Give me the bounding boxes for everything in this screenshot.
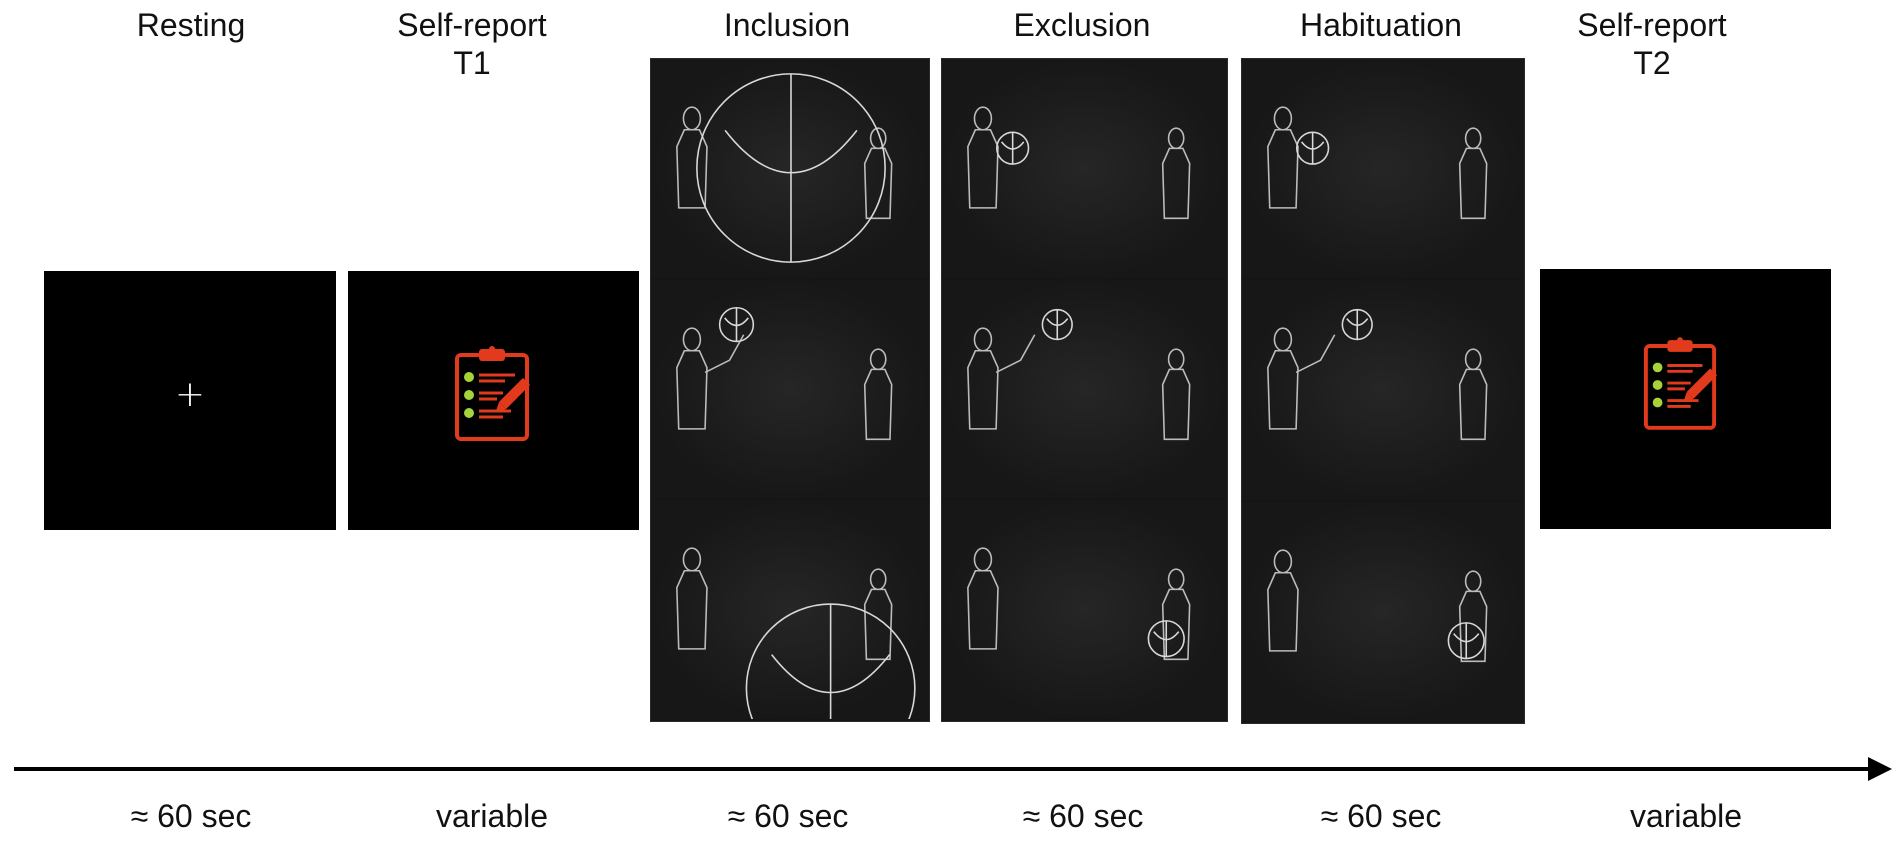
phase-label-self-report-t2: Self-report T2 <box>1577 6 1726 82</box>
timeline-arrowhead <box>1868 757 1892 781</box>
phase-label-inclusion: Inclusion <box>724 6 850 44</box>
phase-label-habituation: Habituation <box>1300 6 1462 44</box>
duration-exclusion: ≈ 60 sec <box>1022 798 1144 834</box>
phase-subtitle: T1 <box>453 45 491 81</box>
phase-title: Resting <box>136 7 246 43</box>
phase-label-self-report-t1: Self-report T1 <box>397 6 546 82</box>
self-report-t2-screen <box>1540 269 1831 529</box>
duration-habituation: ≈ 60 sec <box>1320 798 1442 834</box>
sketch-figure <box>676 73 893 263</box>
sketch-figure <box>676 306 893 440</box>
sketch-figure <box>676 547 916 719</box>
duration-resting: ≈ 60 sec <box>130 798 252 834</box>
phase-title: Self-report <box>397 7 547 43</box>
phase-subtitle: T2 <box>1633 45 1671 81</box>
inclusion-video-strip <box>650 58 930 722</box>
video-frame <box>1242 280 1524 500</box>
video-frame <box>1242 501 1524 721</box>
duration-self-report-t1: variable <box>435 798 549 834</box>
resting-screen: + <box>44 271 336 530</box>
phase-title: Inclusion <box>723 7 851 43</box>
phase-title: Self-report <box>1577 7 1727 43</box>
pencil-icon <box>495 377 531 413</box>
video-frame <box>651 500 929 719</box>
video-frame <box>1242 59 1524 279</box>
sketch-figure <box>1267 309 1488 441</box>
video-frame <box>942 279 1227 499</box>
sketch-figure <box>967 308 1191 440</box>
video-frame <box>651 279 929 499</box>
phase-title: Habituation <box>1300 7 1462 43</box>
phase-label-exclusion: Exclusion <box>1014 6 1151 44</box>
duration-self-report-t2: variable <box>1629 798 1743 834</box>
exclusion-video-strip <box>941 58 1228 722</box>
video-frame <box>942 59 1227 278</box>
video-frame <box>942 500 1227 719</box>
sketch-figure <box>967 106 1191 220</box>
timeline-axis <box>14 767 1874 771</box>
sketch-figure <box>967 547 1191 661</box>
phase-title: Exclusion <box>1013 7 1151 43</box>
sketch-figure <box>1267 106 1488 220</box>
phase-label-resting: Resting <box>137 6 246 44</box>
fixation-cross-icon: + <box>174 374 206 415</box>
clipboard-checklist-icon <box>453 345 531 443</box>
clipboard-checklist-icon <box>1642 336 1718 432</box>
duration-inclusion: ≈ 60 sec <box>727 798 849 834</box>
sketch-figure <box>1267 549 1488 662</box>
self-report-t1-screen <box>348 271 639 530</box>
video-frame <box>651 59 929 278</box>
habituation-video-strip <box>1241 58 1525 724</box>
